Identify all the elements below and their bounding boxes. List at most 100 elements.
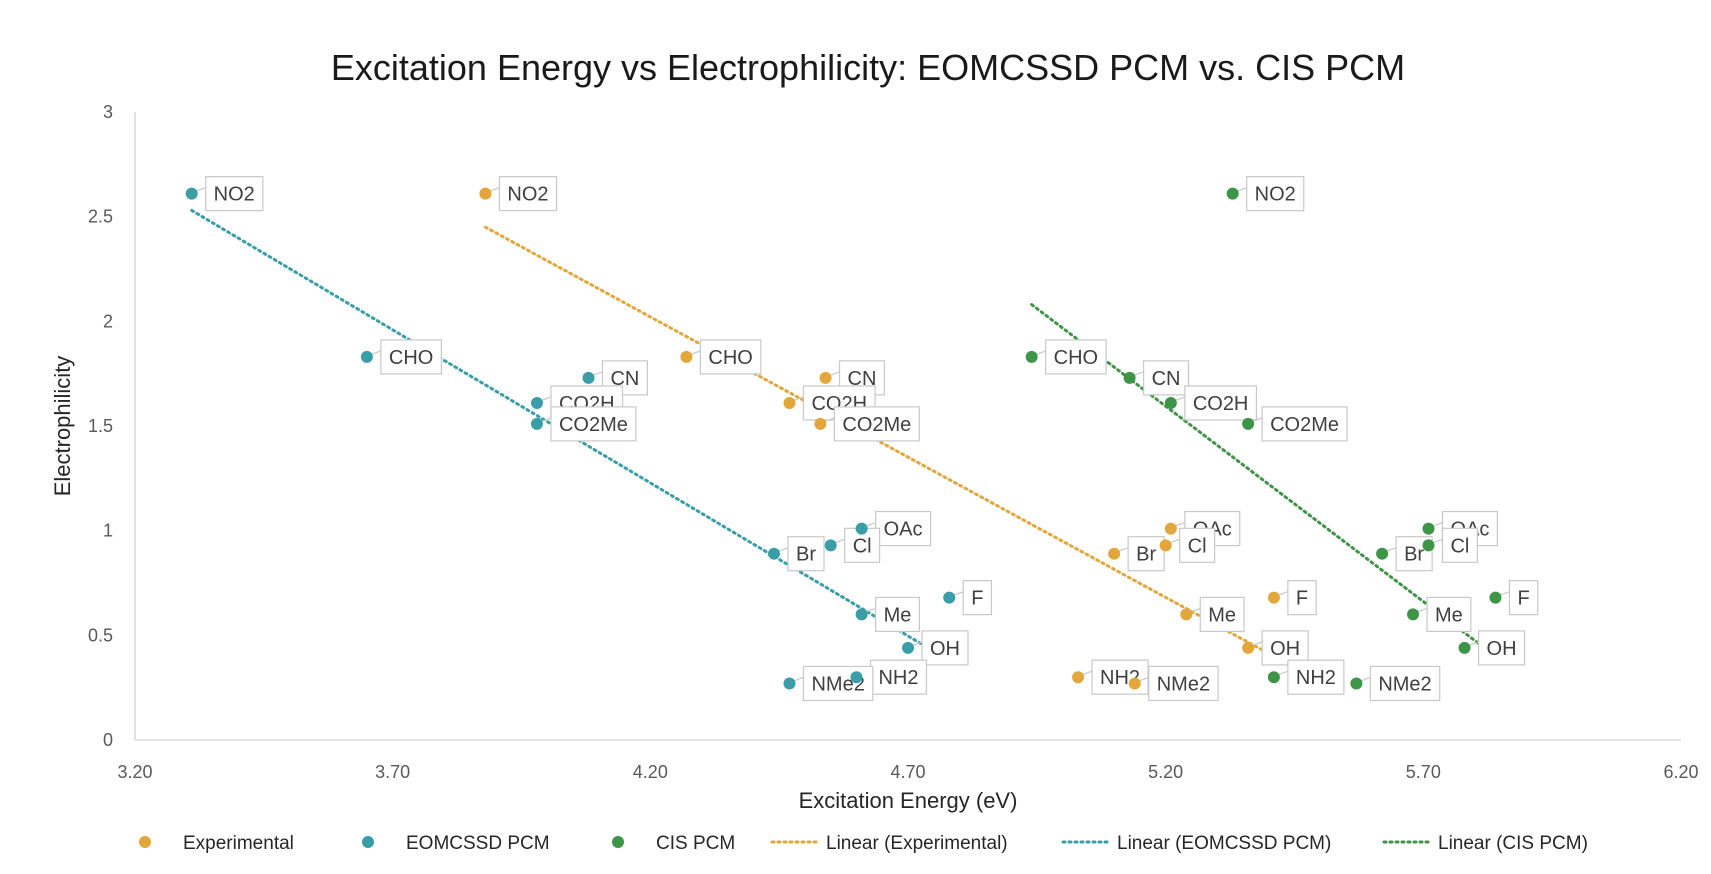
data-label-text: Cl — [1450, 535, 1469, 557]
data-label-box — [1127, 536, 1165, 572]
trendline-0 — [483, 225, 1276, 658]
data-label: Br — [776, 536, 825, 572]
legend-label: EOMCSSD PCM — [406, 833, 550, 854]
data-label-box — [1246, 176, 1305, 212]
data-label-text: Br — [1136, 544, 1156, 566]
data-label-box — [550, 406, 637, 442]
legend-item: Linear (Experimental) — [770, 833, 1008, 854]
y-tick-label: 2.5 — [88, 207, 113, 227]
data-label: NO2 — [1235, 176, 1305, 212]
data-label: CHO — [689, 339, 762, 375]
x-tick-label: 4.20 — [633, 762, 668, 782]
data-label-text: OH — [1487, 638, 1517, 660]
axes — [134, 112, 1681, 741]
data-point — [1164, 396, 1177, 409]
x-tick-label: 5.70 — [1406, 762, 1441, 782]
data-label: Br — [1384, 536, 1433, 572]
data-point — [1267, 671, 1280, 684]
data-label-text: CO2H — [1193, 393, 1249, 415]
data-point — [814, 417, 827, 430]
data-label-box — [802, 665, 874, 702]
data-label: F — [1498, 580, 1539, 616]
data-label: NO2 — [488, 176, 558, 212]
data-label-text: F — [971, 588, 983, 610]
y-axis-title: Electrophilicity — [50, 356, 75, 497]
data-label-text: F — [1296, 588, 1308, 610]
data-point — [855, 522, 868, 535]
data-label-text: OAc — [884, 519, 923, 541]
data-point — [530, 417, 543, 430]
data-point — [850, 671, 863, 684]
y-tick-labels: 0 0.5 1 1.5 2 2.5 3 — [88, 102, 113, 750]
data-label-box — [1287, 659, 1345, 695]
data-label-text: NO2 — [214, 184, 255, 206]
y-tick-label: 0.5 — [88, 625, 113, 645]
data-label-text: NMe2 — [1157, 673, 1210, 695]
data-labels: NO2CHOCNCO2HCO2MeOAcBrClFMeOHNH2NMe2NO2C… — [194, 176, 1539, 702]
data-label: Me — [1415, 596, 1472, 633]
data-point — [530, 396, 543, 409]
legend-item: CIS PCM — [612, 833, 735, 854]
x-tick-label: 3.20 — [117, 762, 152, 782]
legend-marker — [362, 836, 374, 848]
data-point — [1108, 547, 1121, 560]
data-point — [360, 350, 373, 363]
data-label: CO2H — [1173, 385, 1257, 421]
data-point — [1159, 539, 1172, 552]
data-label-box — [1184, 385, 1257, 421]
data-label-box — [1261, 630, 1309, 666]
data-label-box — [1045, 339, 1107, 375]
data-point — [768, 547, 781, 560]
data-point — [1422, 539, 1435, 552]
legend-item: Linear (EOMCSSD PCM) — [1061, 833, 1331, 854]
legend-label: Linear (Experimental) — [826, 833, 1008, 854]
data-points — [185, 187, 1502, 690]
legend-marker — [612, 836, 624, 848]
data-point — [1072, 671, 1085, 684]
data-point — [902, 641, 914, 654]
data-label: Me — [1189, 596, 1245, 633]
data-label: Cl — [833, 527, 881, 563]
data-point — [1025, 350, 1038, 363]
legend-label: Linear (EOMCSSD PCM) — [1117, 833, 1331, 854]
data-label-text: CHO — [389, 347, 433, 369]
data-point — [783, 677, 796, 690]
x-axis-title: Excitation Energy (eV) — [799, 788, 1018, 813]
data-point — [582, 371, 595, 384]
data-label-text: Cl — [853, 535, 872, 557]
data-label-box — [205, 176, 264, 212]
data-point — [855, 608, 868, 621]
y-tick-label: 2 — [103, 311, 113, 331]
data-point — [1376, 547, 1389, 560]
data-point — [1226, 187, 1239, 200]
y-tick-label: 1 — [103, 521, 113, 541]
data-label-box — [1091, 659, 1149, 695]
data-label: NMe2 — [1137, 665, 1219, 702]
data-label-text: F — [1517, 588, 1529, 610]
data-label-box — [1508, 580, 1539, 616]
data-label-text: NO2 — [507, 184, 548, 206]
data-label-text: CHO — [708, 347, 752, 369]
data-label-box — [1477, 630, 1526, 666]
x-tick-labels: 3.20 3.70 4.20 4.70 5.20 5.70 6.20 — [117, 762, 1698, 782]
data-label: NMe2 — [1359, 665, 1441, 702]
data-point — [1489, 591, 1502, 604]
data-label-text: CN — [848, 368, 877, 390]
data-point — [1267, 591, 1280, 604]
data-label-box — [833, 406, 920, 442]
legend-item: Experimental — [139, 833, 294, 854]
legend-label: Linear (CIS PCM) — [1438, 833, 1588, 854]
data-label-text: Me — [884, 604, 912, 626]
data-label: OH — [1250, 630, 1309, 666]
data-label: NH2 — [1080, 659, 1149, 695]
data-point — [1123, 371, 1136, 384]
legend-item: EOMCSSD PCM — [362, 833, 550, 854]
data-label-text: CN — [1152, 368, 1181, 390]
data-label: Br — [1116, 536, 1165, 572]
data-point — [1128, 677, 1141, 690]
data-point — [1180, 608, 1193, 621]
data-point — [1242, 641, 1255, 654]
data-label-box — [1287, 580, 1317, 616]
